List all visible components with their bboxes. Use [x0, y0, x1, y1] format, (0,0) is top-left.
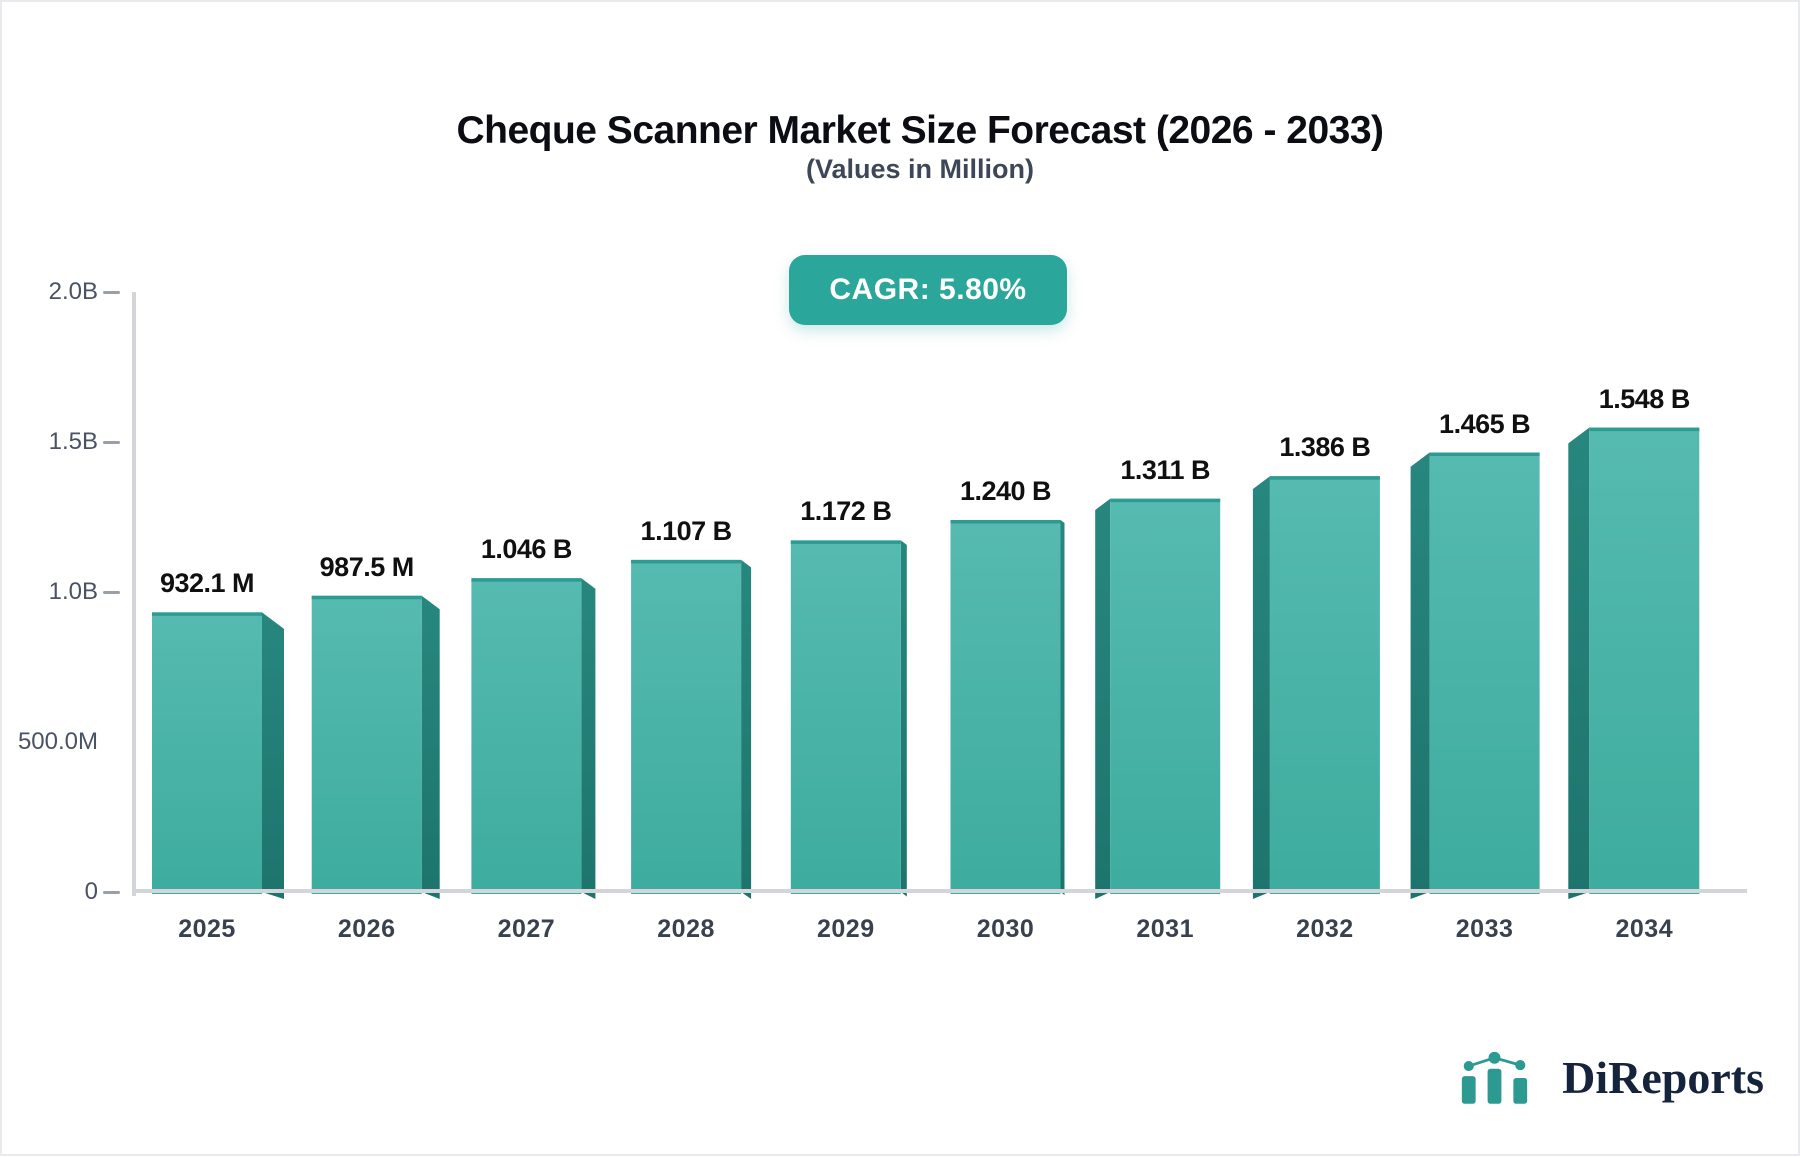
logo-text: DiReports — [1562, 1052, 1764, 1103]
bar-value-label: 987.5 M — [319, 551, 415, 582]
bar-front-face — [790, 540, 901, 894]
logo-chart-icon — [1461, 1052, 1528, 1104]
bar-front-face — [950, 520, 1061, 894]
bar-2034 — [1568, 427, 1700, 899]
y-tick-label: 0 — [84, 878, 98, 905]
bar-top-edge — [790, 540, 901, 544]
bar-value-label: 1.311 B — [1120, 454, 1210, 485]
y-tick-label: 1.5B — [48, 428, 98, 455]
bar-top-edge — [1269, 476, 1380, 480]
y-tick-label: 500.0M — [17, 728, 98, 755]
x-axis-line — [132, 889, 1747, 893]
bar-2030 — [950, 520, 1065, 895]
bar-side-face — [1410, 452, 1430, 899]
bar-value-label: 1.548 B — [1598, 383, 1691, 414]
y-tick-dash — [103, 591, 120, 594]
bar-value-label: 1.107 B — [640, 515, 733, 546]
bar-front-face — [152, 612, 262, 894]
bar-value-label: 932.1 M — [159, 568, 255, 599]
bar-front-face — [471, 578, 582, 894]
bar-side-face — [900, 540, 907, 897]
bar-2031 — [1095, 498, 1221, 899]
bar-2027 — [471, 578, 596, 899]
bar-value-label: 1.172 B — [800, 496, 892, 527]
bar-front-face — [1110, 498, 1221, 894]
bar-side-face — [421, 595, 440, 899]
bar-2028 — [631, 559, 752, 899]
x-tick-label: 2028 — [657, 915, 715, 943]
x-tick-label: 2025 — [178, 915, 236, 943]
cagr-badge: CAGR: 5.80% — [789, 255, 1067, 325]
bar-top-edge — [152, 612, 262, 616]
x-tick-label: 2034 — [1615, 915, 1674, 943]
x-tick-label: 2032 — [1296, 915, 1354, 943]
bar-top-edge — [631, 559, 742, 564]
bar-top-edge — [1429, 452, 1540, 456]
y-tick-dash — [103, 441, 120, 444]
y-tick-dash — [103, 891, 120, 894]
bar-value-label: 1.240 B — [959, 476, 1052, 506]
bar-value-label: 1.386 B — [1279, 432, 1371, 463]
bar-side-face — [741, 559, 752, 899]
bar-front-face — [1429, 452, 1540, 894]
bar-side-face — [1568, 427, 1590, 899]
bar-top-edge — [950, 520, 1061, 524]
chart-title: Cheque Scanner Market Size Forecast (202… — [456, 109, 1384, 152]
bar-2026 — [311, 595, 440, 899]
bar-front-face — [311, 595, 422, 894]
x-tick-label: 2026 — [337, 915, 396, 943]
bar-side-face — [262, 612, 284, 899]
x-tick-label: 2027 — [497, 915, 556, 943]
bar-top-edge — [1589, 427, 1700, 432]
y-tick-dash — [103, 291, 120, 294]
y-tick-label: 2.0B — [48, 278, 98, 305]
bar-top-edge — [311, 595, 422, 600]
bar-side-face — [1060, 520, 1065, 895]
bar-value-label: 1.465 B — [1439, 408, 1531, 439]
bar-side-face — [1252, 476, 1270, 899]
bar-side-face — [581, 578, 596, 899]
bar-2032 — [1252, 476, 1380, 899]
y-axis-line — [132, 292, 136, 896]
bar-top-edge — [471, 578, 582, 582]
chart-subtitle: (Values in Million) — [805, 154, 1035, 184]
bar-side-face — [1095, 498, 1111, 899]
direports-logo: DiReports — [1460, 1052, 1764, 1104]
x-tick-label: 2033 — [1455, 915, 1514, 943]
bar-top-edge — [1110, 498, 1221, 503]
bar-value-label: 1.046 B — [480, 534, 573, 565]
x-tick-label: 2031 — [1136, 915, 1194, 943]
y-tick-label: 1.0B — [48, 578, 98, 605]
bars-group — [132, 292, 1747, 899]
bar-front-face — [1589, 427, 1700, 894]
bar-2029 — [790, 540, 907, 897]
bar-2033 — [1410, 452, 1540, 899]
bar-2025 — [152, 612, 284, 899]
bar-front-face — [631, 559, 742, 894]
x-tick-label: 2030 — [976, 915, 1035, 943]
x-tick-label: 2029 — [816, 915, 875, 943]
bar-front-face — [1269, 476, 1380, 894]
